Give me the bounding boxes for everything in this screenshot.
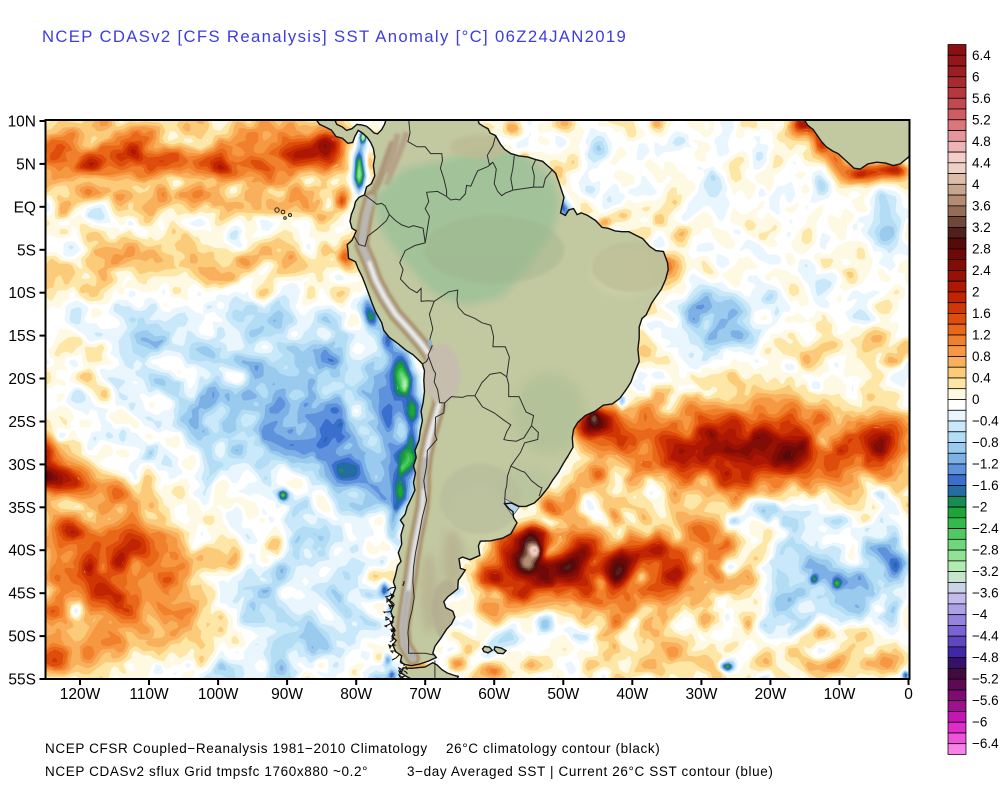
svg-text:5S: 5S (17, 242, 36, 259)
svg-text:−6: −6 (972, 715, 987, 730)
svg-text:30S: 30S (8, 457, 36, 474)
svg-text:0.8: 0.8 (972, 349, 991, 364)
svg-text:−5.2: −5.2 (972, 672, 999, 687)
svg-text:60W: 60W (478, 686, 510, 703)
svg-text:35S: 35S (8, 500, 36, 517)
svg-text:−5.6: −5.6 (972, 693, 999, 708)
svg-text:NCEP CFSR Coupled−Reanalysis 1: NCEP CFSR Coupled−Reanalysis 1981−2010 C… (45, 741, 428, 756)
svg-text:80W: 80W (340, 686, 372, 703)
svg-text:5N: 5N (16, 156, 36, 173)
svg-text:2: 2 (972, 284, 980, 299)
svg-text:−1.2: −1.2 (972, 457, 999, 472)
svg-text:100W: 100W (198, 686, 239, 703)
svg-text:0.4: 0.4 (972, 371, 991, 386)
svg-text:50W: 50W (547, 686, 579, 703)
svg-text:3−day Averaged SST | Current 2: 3−day Averaged SST | Current 26°C SST co… (407, 764, 773, 779)
svg-text:3.2: 3.2 (972, 220, 991, 235)
svg-text:NCEP CDASv2 sflux Grid tmpsfc: NCEP CDASv2 sflux Grid tmpsfc 1760x880 ~… (45, 764, 368, 779)
svg-text:−2.8: −2.8 (972, 543, 999, 558)
svg-text:−2: −2 (972, 500, 987, 515)
svg-text:30W: 30W (685, 686, 717, 703)
svg-text:−4.4: −4.4 (972, 629, 999, 644)
svg-text:45S: 45S (8, 586, 36, 603)
svg-text:2.4: 2.4 (972, 263, 991, 278)
svg-text:40S: 40S (8, 543, 36, 560)
svg-text:NCEP CDASv2 [CFS Reanalysis] S: NCEP CDASv2 [CFS Reanalysis] SST Anomaly… (42, 27, 627, 46)
svg-text:−6.4: −6.4 (972, 736, 999, 751)
svg-text:−4.8: −4.8 (972, 650, 999, 665)
svg-text:6: 6 (972, 69, 980, 84)
svg-text:110W: 110W (129, 686, 169, 703)
svg-text:10N: 10N (8, 114, 36, 131)
svg-text:15S: 15S (8, 328, 36, 345)
svg-text:20W: 20W (754, 686, 786, 703)
svg-text:2.8: 2.8 (972, 241, 991, 256)
svg-text:−0.8: −0.8 (972, 435, 999, 450)
svg-text:120W: 120W (60, 686, 101, 703)
svg-text:EQ: EQ (14, 199, 36, 216)
svg-text:5.2: 5.2 (972, 112, 991, 127)
svg-text:26°C climatology contour (blac: 26°C climatology contour (black) (446, 741, 660, 756)
svg-text:3.6: 3.6 (972, 198, 991, 213)
svg-text:0: 0 (972, 392, 980, 407)
svg-text:−0.4: −0.4 (972, 414, 999, 429)
svg-text:55S: 55S (8, 672, 36, 689)
svg-text:1.6: 1.6 (972, 306, 991, 321)
svg-text:−4: −4 (972, 607, 988, 622)
svg-text:−3.6: −3.6 (972, 586, 999, 601)
svg-text:1.2: 1.2 (972, 328, 991, 343)
svg-text:5.6: 5.6 (972, 91, 991, 106)
svg-text:4.8: 4.8 (972, 134, 991, 149)
svg-text:4: 4 (972, 177, 980, 192)
svg-text:50S: 50S (8, 629, 36, 646)
svg-text:0: 0 (904, 686, 913, 703)
svg-text:10S: 10S (8, 285, 36, 302)
svg-text:−1.6: −1.6 (972, 478, 999, 493)
svg-text:70W: 70W (409, 686, 441, 703)
svg-text:6.4: 6.4 (972, 48, 991, 63)
svg-text:90W: 90W (271, 686, 303, 703)
svg-text:25S: 25S (8, 414, 36, 431)
svg-text:40W: 40W (616, 686, 648, 703)
svg-text:10W: 10W (824, 686, 856, 703)
svg-text:−3.2: −3.2 (972, 564, 999, 579)
svg-text:−2.4: −2.4 (972, 521, 999, 536)
svg-text:4.4: 4.4 (972, 155, 991, 170)
svg-text:20S: 20S (8, 371, 36, 388)
